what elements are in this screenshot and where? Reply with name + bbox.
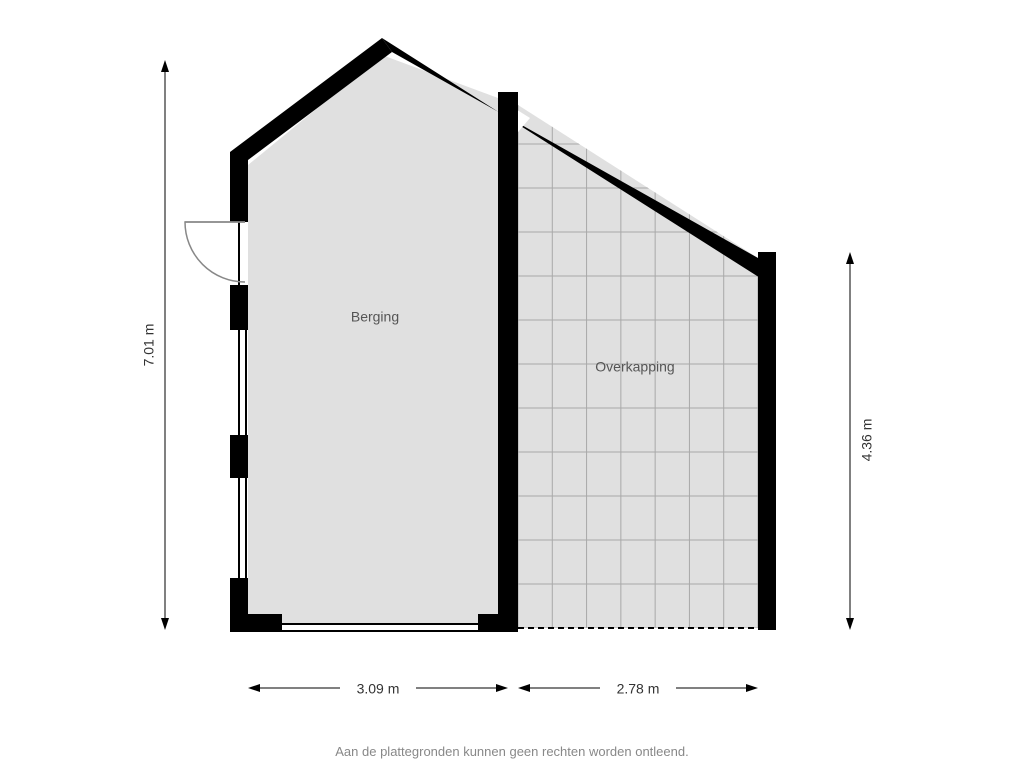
- dividing-wall: [498, 92, 518, 632]
- dimension-right: 4.36 m: [846, 252, 875, 630]
- overkapping-label: Overkapping: [595, 359, 674, 375]
- dimension-bottom-left-label: 3.09 m: [357, 681, 400, 697]
- berging-fill: [248, 55, 498, 624]
- dimension-bottom-right-label: 2.78 m: [617, 681, 660, 697]
- door-swing-icon: [185, 222, 245, 282]
- dimension-left-label: 7.01 m: [141, 324, 157, 367]
- dimension-bottom-right: 2.78 m: [518, 681, 758, 697]
- dimension-bottom-left: 3.09 m: [248, 681, 508, 697]
- overkapping-right-wall: [758, 252, 776, 630]
- dimension-right-label: 4.36 m: [859, 419, 875, 462]
- footer-disclaimer: Aan de plattegronden kunnen geen rechten…: [335, 744, 688, 759]
- dimension-left: 7.01 m: [141, 60, 169, 630]
- berging-label: Berging: [351, 309, 399, 325]
- floorplan-diagram: Berging Overkapping 7.01 m 4.36 m 3.09 m…: [0, 0, 1024, 768]
